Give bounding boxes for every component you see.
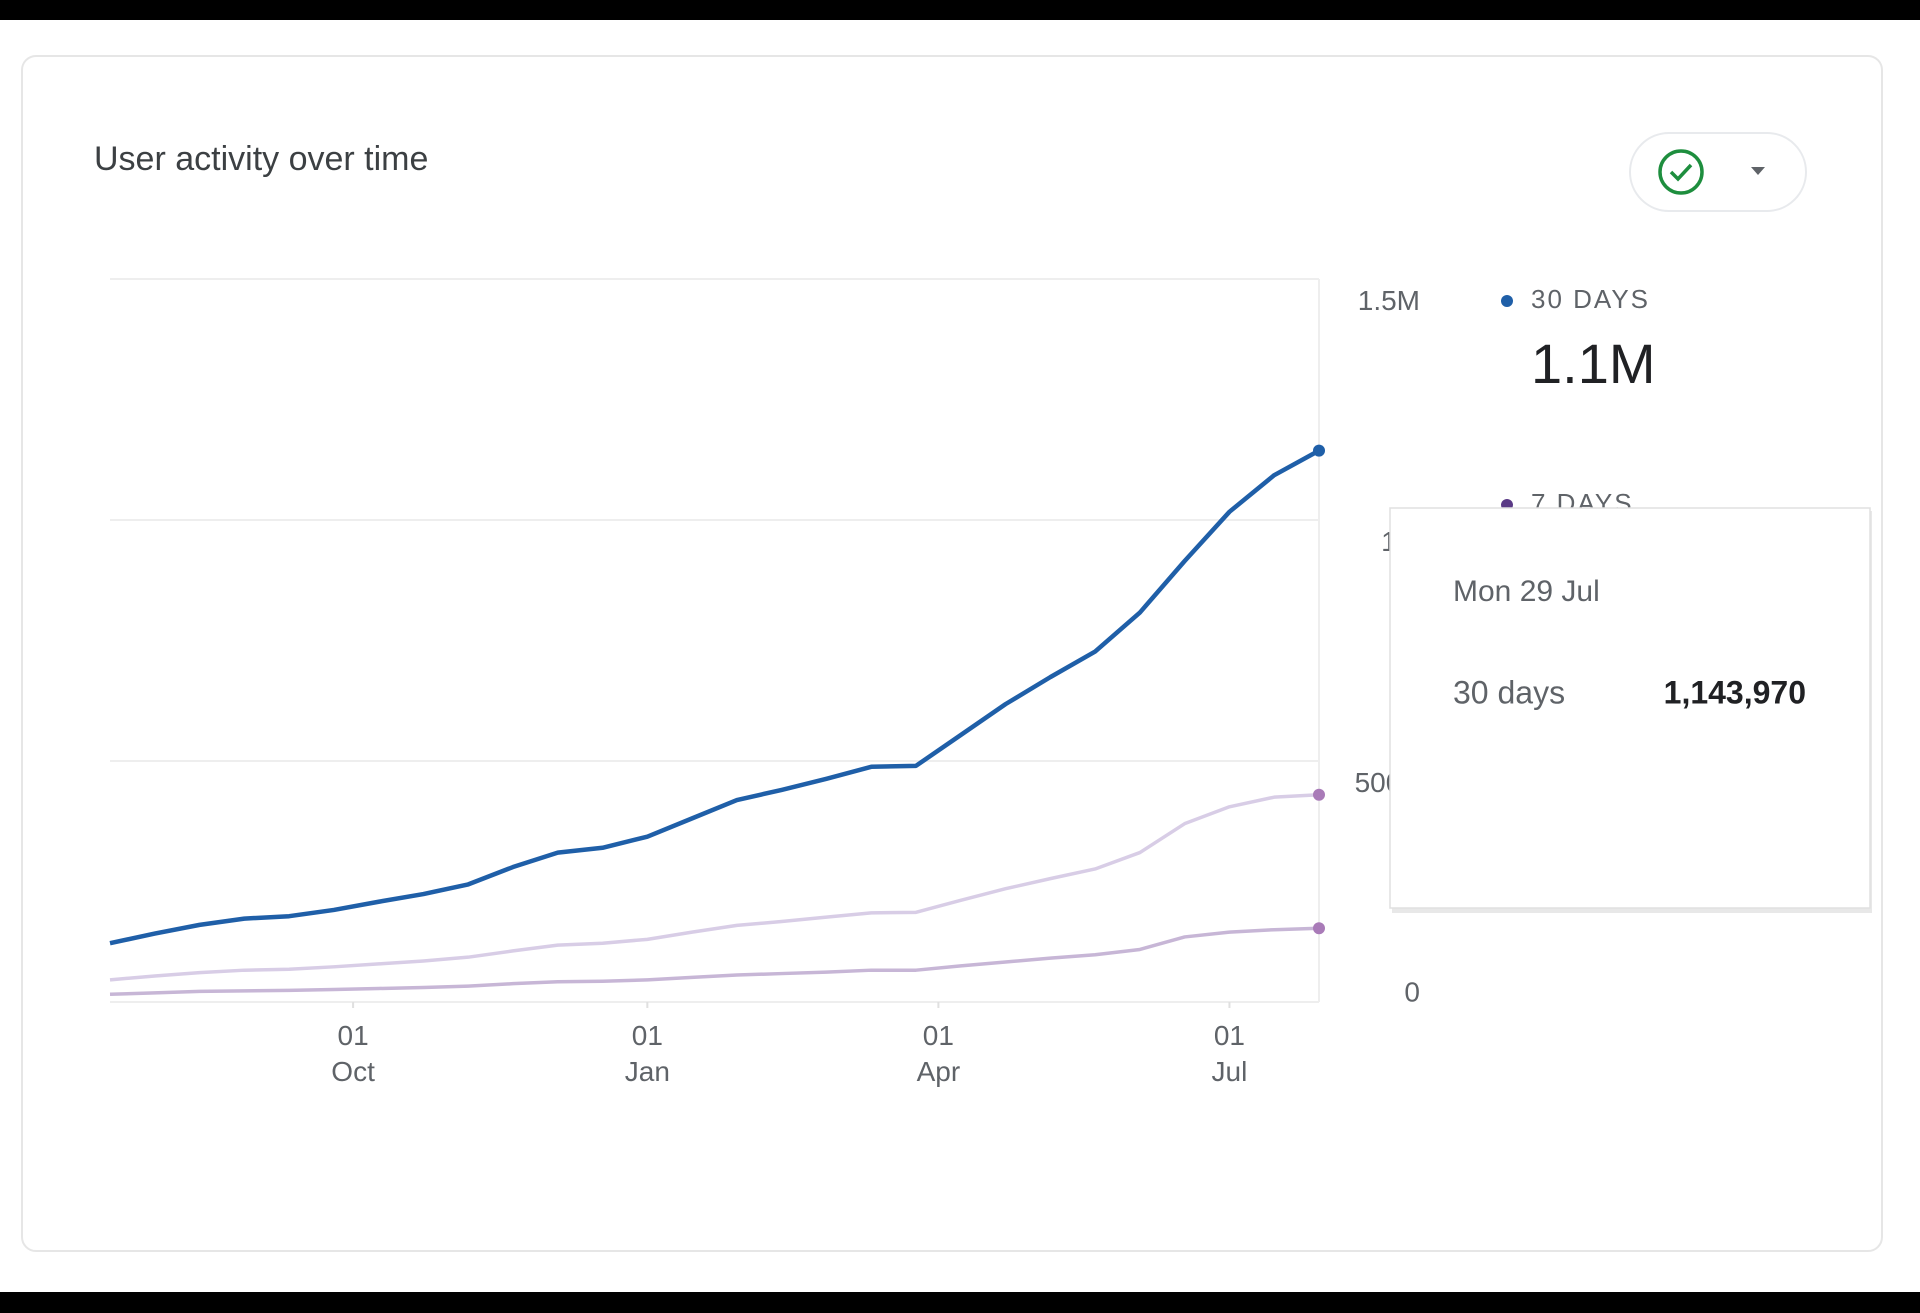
y-tick-label: 0 [1404, 977, 1420, 1008]
legend-dot [1501, 295, 1513, 307]
x-tick-label: 01 Jan [625, 1020, 670, 1087]
card [21, 55, 1883, 1252]
legend-value: 1.1M [1531, 332, 1656, 395]
series-line [109, 926, 1320, 997]
compare-button[interactable] [1629, 132, 1807, 212]
tooltip-date: Mon 29 Jul [1453, 575, 1600, 608]
x-tick-label-line: 01 [1214, 1020, 1245, 1051]
check-icon [1658, 149, 1704, 195]
x-tick-label-line: Jul [1212, 1056, 1248, 1087]
chart-title: User activity over time [94, 140, 428, 178]
x-tick-label-line: Oct [331, 1056, 375, 1087]
tooltip: Mon 29 Jul 30 days 1,143,970 [1389, 507, 1872, 913]
end-point [1313, 444, 1325, 457]
tooltip-series: 30 days [1453, 674, 1565, 710]
end-point [1313, 788, 1325, 801]
x-tick-label-line: Apr [917, 1056, 961, 1087]
y-tick-label: 1.5M [1358, 285, 1420, 316]
button-frame[interactable] [1629, 132, 1807, 212]
x-tick-label-line: Jan [625, 1056, 670, 1087]
tooltip-value: 1,143,970 [1664, 674, 1806, 710]
x-tick-label-line: 01 [338, 1020, 369, 1051]
x-tick-label: 01 Apr [917, 1020, 961, 1087]
tooltip-box [1389, 507, 1871, 909]
x-tick-label-line: 01 [923, 1020, 954, 1051]
check-mark [1669, 163, 1693, 182]
x-tick-label: 01 Jul [1212, 1020, 1248, 1087]
legend-label: 30 DAYS [1531, 284, 1650, 314]
series-line [109, 448, 1321, 946]
x-tick-label: 01 Oct [331, 1020, 375, 1087]
end-point [1313, 922, 1325, 935]
series-line [109, 792, 1320, 982]
x-tick-label-line: 01 [632, 1020, 663, 1051]
dropdown-caret [1751, 167, 1765, 175]
